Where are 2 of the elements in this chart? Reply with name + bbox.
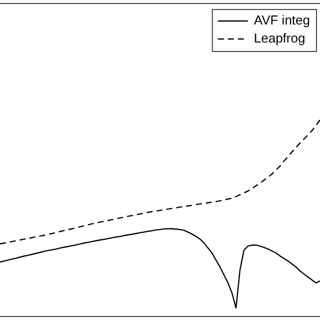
legend-label: AVF integ <box>254 12 310 28</box>
legend-label: Leapfrog <box>254 30 306 46</box>
